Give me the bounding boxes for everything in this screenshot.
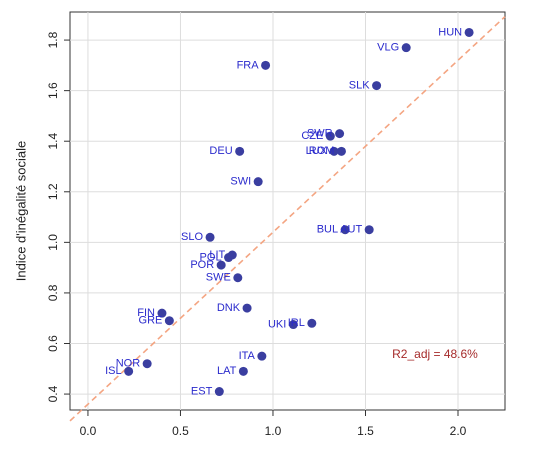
point-label: FRA <box>237 59 260 71</box>
y-tick-label: 0.6 <box>46 335 60 352</box>
x-tick-label: 0.5 <box>172 424 189 438</box>
point-label: POL <box>200 251 222 263</box>
point <box>372 81 382 91</box>
point-label: AUT <box>340 224 362 236</box>
point <box>164 316 174 326</box>
point <box>253 177 263 187</box>
point-label: LIT <box>209 249 225 261</box>
point <box>257 351 267 361</box>
annotation: R2_adj = 48.6% <box>392 347 478 361</box>
point-label: SWR <box>307 128 333 140</box>
point-label: FIN <box>137 307 155 319</box>
point-label: DNK <box>217 302 241 314</box>
point-label: SLK <box>349 79 370 91</box>
y-tick-label: 0.4 <box>46 385 60 402</box>
x-tick-label: 1.5 <box>357 424 374 438</box>
point-label: SWI <box>230 176 251 188</box>
point <box>340 225 350 235</box>
point <box>214 387 224 397</box>
point-label: NOR <box>116 358 141 370</box>
point <box>242 303 252 313</box>
point-label: LAT <box>217 365 237 377</box>
point-label: VLG <box>377 42 399 54</box>
x-tick-label: 1.0 <box>265 424 282 438</box>
point <box>329 146 339 156</box>
point-label: GRE <box>139 315 163 327</box>
point <box>464 27 474 37</box>
point <box>216 260 226 270</box>
point-label: ISL <box>105 365 122 377</box>
y-tick-label: 1.0 <box>46 234 60 251</box>
point <box>307 318 317 328</box>
y-tick-label: 1.8 <box>46 31 60 48</box>
point-label: CZE <box>301 130 323 142</box>
y-tick-label: 1.4 <box>46 133 60 150</box>
point-label: IRL <box>288 317 305 329</box>
point-label: UKI <box>268 318 286 330</box>
point-label: SWE <box>206 272 231 284</box>
point <box>336 146 346 156</box>
y-axis-label: Indice d'inégalité sociale <box>13 141 28 282</box>
point <box>124 366 134 376</box>
point-label: BUL <box>317 224 338 236</box>
point-label: ROM <box>309 145 335 157</box>
point-label: POR <box>190 259 214 271</box>
point-label: LUX <box>306 145 328 157</box>
point <box>157 308 167 318</box>
point <box>227 250 237 260</box>
point-label: ITA <box>239 350 256 362</box>
y-tick-label: 1.6 <box>46 82 60 99</box>
point <box>288 320 298 330</box>
point <box>335 129 345 139</box>
x-tick-label: 2.0 <box>450 424 467 438</box>
point <box>235 146 245 156</box>
y-tick-label: 0.8 <box>46 284 60 301</box>
x-tick-label: 0.0 <box>80 424 97 438</box>
point-label: DEU <box>209 145 232 157</box>
point <box>261 60 271 70</box>
point <box>364 225 374 235</box>
fit-line <box>69 16 506 422</box>
point <box>233 273 243 283</box>
point-label: SLO <box>181 231 203 243</box>
point-label: HUN <box>438 26 462 38</box>
point <box>205 232 215 242</box>
y-tick-label: 1.2 <box>46 183 60 200</box>
point <box>401 43 411 53</box>
point <box>325 131 335 141</box>
point <box>142 359 152 369</box>
point <box>238 366 248 376</box>
point-label: EST <box>191 385 213 397</box>
plot-frame <box>69 11 506 411</box>
